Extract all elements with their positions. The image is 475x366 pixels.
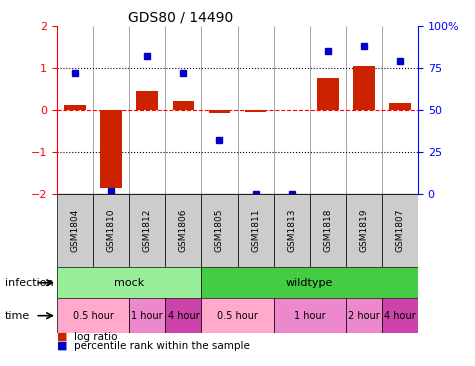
Bar (346, 298, 382, 333)
Bar (165, 298, 201, 333)
Bar (165, 194, 201, 267)
Text: 2 hour: 2 hour (348, 311, 380, 321)
Text: 1 hour: 1 hour (132, 311, 163, 321)
Text: 4 hour: 4 hour (168, 311, 199, 321)
Bar (57, 298, 129, 333)
Bar (238, 194, 274, 267)
Text: GSM1806: GSM1806 (179, 209, 188, 252)
Text: 1 hour: 1 hour (294, 311, 325, 321)
Text: ■: ■ (57, 332, 67, 342)
Bar (64, 105, 86, 110)
Text: ■: ■ (57, 341, 67, 351)
Bar (274, 194, 310, 267)
Bar (209, 110, 230, 113)
Text: GSM1807: GSM1807 (396, 209, 404, 252)
Text: GSM1819: GSM1819 (360, 209, 368, 252)
Text: GSM1813: GSM1813 (287, 209, 296, 252)
Bar (382, 194, 418, 267)
Text: log ratio: log ratio (74, 332, 117, 342)
Text: GSM1804: GSM1804 (71, 209, 79, 252)
Bar (129, 298, 165, 333)
Bar (245, 110, 266, 112)
Bar (129, 194, 165, 267)
Bar (201, 194, 238, 267)
Text: GSM1818: GSM1818 (323, 209, 332, 252)
Bar (172, 101, 194, 110)
Text: percentile rank within the sample: percentile rank within the sample (74, 341, 249, 351)
Text: time: time (5, 311, 30, 321)
Text: GSM1811: GSM1811 (251, 209, 260, 252)
Text: infection: infection (5, 278, 53, 288)
Bar (310, 194, 346, 267)
Bar (57, 267, 201, 298)
Text: 0.5 hour: 0.5 hour (73, 311, 114, 321)
Text: GSM1805: GSM1805 (215, 209, 224, 252)
Bar (346, 194, 382, 267)
Bar (93, 194, 129, 267)
Bar (136, 91, 158, 110)
Bar (353, 66, 375, 110)
Text: wildtype: wildtype (286, 278, 333, 288)
Bar (317, 78, 339, 110)
Text: 0.5 hour: 0.5 hour (217, 311, 258, 321)
Text: 4 hour: 4 hour (384, 311, 416, 321)
Bar (274, 298, 346, 333)
Bar (382, 298, 418, 333)
Bar (201, 298, 274, 333)
Text: GSM1810: GSM1810 (107, 209, 115, 252)
Text: GDS80 / 14490: GDS80 / 14490 (128, 11, 233, 25)
Bar (389, 104, 411, 110)
Text: GSM1812: GSM1812 (143, 209, 152, 252)
Bar (57, 194, 93, 267)
Text: mock: mock (114, 278, 144, 288)
Bar (100, 110, 122, 188)
Bar (201, 267, 418, 298)
